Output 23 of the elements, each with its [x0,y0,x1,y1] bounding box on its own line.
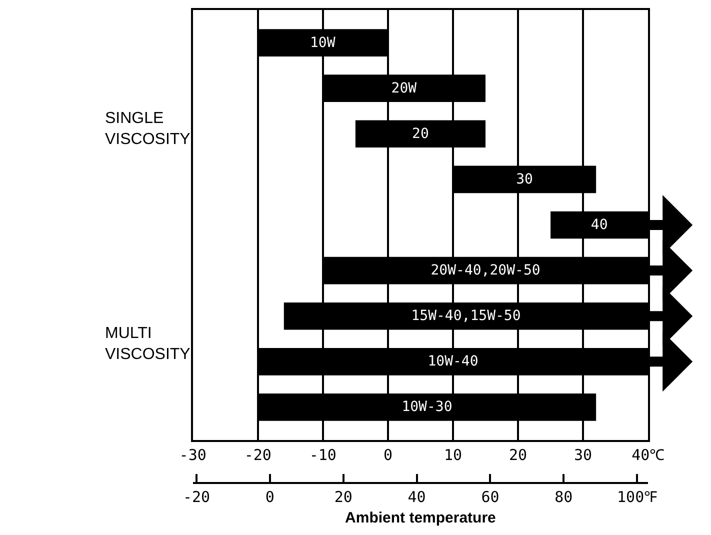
y-tick-label: 10W-30 [402,399,452,416]
x-axis-title: Ambient temperature [345,510,496,526]
x-tick-label: -10 [309,446,336,464]
y-tick-label: 20W-40,20W-50 [430,262,540,279]
text: MULTI VISCOSITY [105,325,191,363]
x2-tick-label: 60 [481,488,500,506]
x2-tick-label: 100℉ [617,488,658,506]
x-tick-label: 40℃ [632,446,665,464]
y-tick-label: 20W [391,80,418,96]
x-tick-label: -20 [244,446,272,464]
text: SINGLE VISCOSITY [105,110,191,148]
y-tick-label: 15W-40,15W-50 [411,308,521,324]
x-tick-label: 0 [383,446,392,464]
x2-tick-label: -20 [182,488,210,506]
y-tick-label: 10W-40 [428,354,478,370]
x2-tick-label: 20 [334,488,352,506]
y-tick-label: 20 [412,126,429,142]
y-tick-label: 10W [310,34,336,51]
x2-tick-label: 80 [554,488,573,506]
x-tick-label: -30 [179,446,206,464]
x2-tick-label: 0 [265,488,274,506]
x-tick-label: 30 [574,446,592,464]
x-tick-label: 10 [444,446,462,464]
